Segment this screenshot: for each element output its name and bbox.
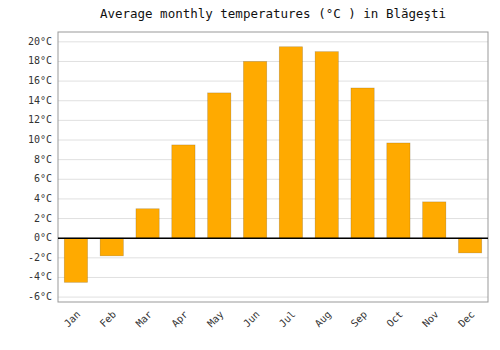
- grid-line: [58, 140, 488, 141]
- x-tick-label: Oct: [384, 309, 405, 330]
- y-tick-label: 18°C: [28, 55, 52, 66]
- grid-line: [58, 277, 488, 278]
- grid-line: [58, 179, 488, 180]
- y-tick-label: 12°C: [28, 114, 52, 125]
- grid-line: [58, 257, 488, 258]
- y-tick-label: 16°C: [28, 75, 52, 86]
- grid-line: [58, 238, 488, 239]
- grid-line: [58, 159, 488, 160]
- bar: [458, 238, 481, 253]
- y-tick-label: 6°C: [34, 173, 52, 184]
- y-axis-labels: -6°C -4°C -2°C 0°C 2°C 4°C 6°C 8°C 10°C 12°C 14°C 1…: [28, 36, 52, 302]
- grid: [58, 42, 488, 297]
- x-tick-label: Mar: [134, 309, 155, 330]
- x-tick-label: Aug: [313, 309, 334, 330]
- bar: [100, 238, 123, 256]
- y-tick-label: -4°C: [28, 271, 52, 282]
- grid-line: [58, 100, 488, 101]
- x-tick-label: May: [205, 309, 226, 330]
- grid-line: [58, 61, 488, 62]
- chart-container: -6°C -4°C -2°C 0°C 2°C 4°C 6°C 8°C 10°C 12°C 14°C 1…: [0, 0, 500, 350]
- bar: [279, 47, 302, 238]
- bar: [64, 238, 87, 282]
- bar: [243, 61, 266, 238]
- x-tick-label: Sep: [349, 309, 370, 330]
- bar: [387, 143, 410, 238]
- bars: [64, 47, 481, 283]
- x-tick-label: Nov: [420, 309, 441, 330]
- plot-frame: [58, 32, 488, 302]
- bar: [208, 93, 231, 238]
- bar: [423, 202, 446, 238]
- x-tick-label: Jul: [277, 309, 298, 330]
- grid-line: [58, 297, 488, 298]
- y-tick-label: 0°C: [34, 232, 52, 243]
- bar: [172, 145, 195, 238]
- y-tick-label: 20°C: [28, 36, 52, 47]
- x-tick-label: Dec: [456, 309, 477, 330]
- x-tick-label: Jun: [241, 309, 262, 330]
- x-tick-label: Jan: [62, 309, 83, 330]
- zero-line: [58, 237, 488, 239]
- grid-line: [58, 120, 488, 121]
- y-tick-label: 14°C: [28, 95, 52, 106]
- title: Average monthly temperatures (°C ) in Bl…: [100, 6, 446, 21]
- grid-line: [58, 41, 488, 42]
- bar: [351, 88, 374, 238]
- grid-line: [58, 198, 488, 199]
- grid-line: [58, 81, 488, 82]
- bar: [136, 209, 159, 238]
- y-tick-label: -6°C: [28, 291, 52, 302]
- y-tick-label: 4°C: [34, 193, 52, 204]
- y-tick-label: 2°C: [34, 213, 52, 224]
- bar: [315, 52, 338, 239]
- y-tick-label: -2°C: [28, 252, 52, 263]
- x-axis-labels: Jan Feb Mar Apr May Jun Jul Aug Sep Oct Nov Dec: [62, 309, 477, 330]
- x-tick-label: Feb: [98, 309, 119, 330]
- chart: -6°C -4°C -2°C 0°C 2°C 4°C 6°C 8°C 10°C 12°C 14°C 1…: [0, 0, 500, 350]
- y-tick-label: 10°C: [28, 134, 52, 145]
- x-tick-label: Apr: [169, 309, 190, 330]
- y-tick-label: 8°C: [34, 154, 52, 165]
